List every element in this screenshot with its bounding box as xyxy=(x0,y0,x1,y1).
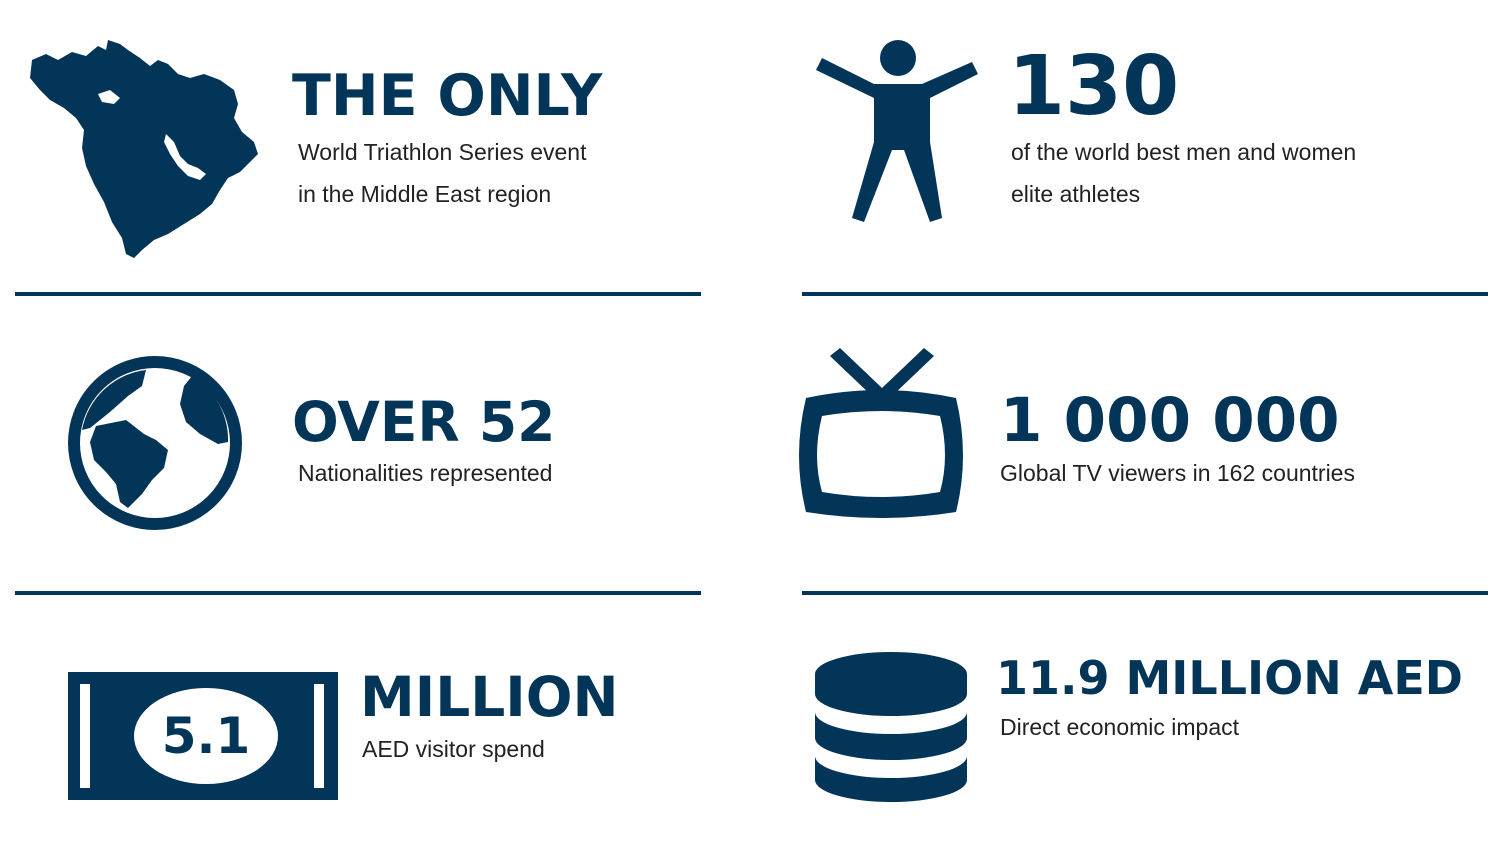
stat-heading: THE ONLY xyxy=(292,63,603,129)
stat-description-line: Global TV viewers in 162 countries xyxy=(1000,460,1355,486)
stat-description-line: in the Middle East region xyxy=(298,181,552,207)
stat-description-line: AED visitor spend xyxy=(362,736,545,762)
coin-stack-icon xyxy=(815,652,967,802)
stat-description-line: World Triathlon Series event xyxy=(298,139,587,165)
banknote-stripe-left xyxy=(80,684,90,788)
stat-description-line: elite athletes xyxy=(1011,181,1141,207)
stat-heading: 130 xyxy=(1008,39,1180,134)
banknote-value: 5.1 xyxy=(161,707,251,765)
stat-description-line: of the world best men and women xyxy=(1011,139,1357,165)
divider xyxy=(15,292,701,296)
stat-heading: MILLION xyxy=(360,665,619,729)
stat-heading: 11.9 MILLION AED xyxy=(996,651,1463,705)
stat-heading: 1 000 000 xyxy=(1000,385,1340,456)
stat-description-line: Direct economic impact xyxy=(1000,714,1240,740)
athlete-figure-icon xyxy=(816,40,978,222)
stat-description-line: Nationalities represented xyxy=(298,460,553,486)
stat-heading: OVER 52 xyxy=(292,390,556,454)
middle-east-map-icon xyxy=(30,40,258,258)
divider xyxy=(802,292,1488,296)
television-icon xyxy=(799,348,963,518)
banknote-oval: 5.1 xyxy=(134,688,278,784)
divider xyxy=(15,591,701,595)
divider xyxy=(802,591,1488,595)
globe-icon xyxy=(68,356,242,530)
banknote-stripe-right xyxy=(314,684,324,788)
banknote-icon: 5.1 xyxy=(68,672,338,800)
